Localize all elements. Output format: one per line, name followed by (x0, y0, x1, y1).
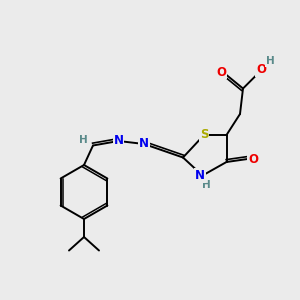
Text: N: N (195, 169, 205, 182)
Text: N: N (113, 134, 124, 148)
Text: H: H (266, 56, 275, 66)
Text: N: N (139, 137, 149, 151)
Text: O: O (216, 65, 226, 79)
Text: S: S (200, 128, 208, 142)
Text: O: O (256, 63, 266, 76)
Text: N: N (139, 137, 149, 151)
Text: N: N (113, 134, 124, 148)
Text: H: H (79, 135, 88, 145)
Text: O: O (248, 152, 258, 166)
Text: H: H (202, 179, 211, 190)
